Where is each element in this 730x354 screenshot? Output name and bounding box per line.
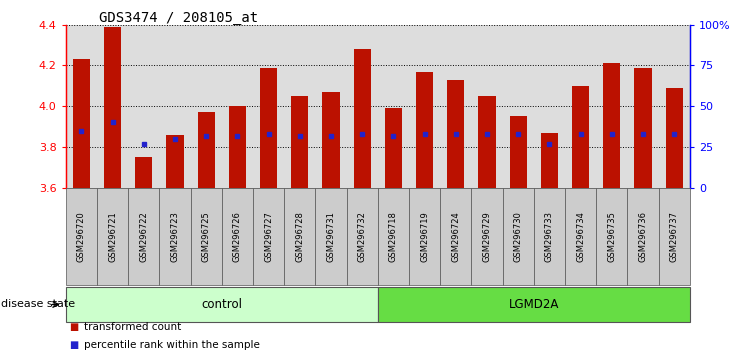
Bar	[353, 49, 371, 188]
Bar	[166, 135, 183, 188]
Text: GSM296733: GSM296733	[545, 211, 554, 262]
Text: GSM296730: GSM296730	[514, 211, 523, 262]
Text: GSM296728: GSM296728	[295, 211, 304, 262]
Text: GSM296723: GSM296723	[170, 211, 180, 262]
Text: transformed count: transformed count	[84, 322, 181, 332]
Bar	[510, 116, 527, 188]
Text: ■: ■	[69, 322, 79, 332]
Text: GSM296735: GSM296735	[607, 211, 616, 262]
Bar	[666, 88, 683, 188]
Text: GSM296725: GSM296725	[201, 211, 211, 262]
Text: percentile rank within the sample: percentile rank within the sample	[84, 340, 260, 350]
Text: LGMD2A: LGMD2A	[509, 298, 559, 311]
Text: GSM296724: GSM296724	[451, 211, 461, 262]
Bar	[541, 133, 558, 188]
Text: GSM296727: GSM296727	[264, 211, 273, 262]
Text: GSM296729: GSM296729	[483, 211, 491, 262]
Bar	[104, 27, 121, 188]
Text: control: control	[201, 298, 242, 311]
Bar	[572, 86, 589, 188]
Bar	[291, 96, 308, 188]
Text: disease state: disease state	[1, 299, 75, 309]
Text: GSM296737: GSM296737	[669, 211, 679, 262]
Bar	[447, 80, 464, 188]
Bar	[228, 106, 246, 188]
Text: GSM296718: GSM296718	[389, 211, 398, 262]
Bar	[634, 68, 652, 188]
Bar	[323, 92, 339, 188]
Text: GSM296720: GSM296720	[77, 211, 86, 262]
Text: GSM296732: GSM296732	[358, 211, 366, 262]
Text: GSM296722: GSM296722	[139, 211, 148, 262]
Bar	[416, 72, 433, 188]
Bar	[260, 68, 277, 188]
Text: GSM296726: GSM296726	[233, 211, 242, 262]
Text: GDS3474 / 208105_at: GDS3474 / 208105_at	[99, 11, 258, 25]
Bar	[385, 108, 402, 188]
Text: GSM296736: GSM296736	[639, 211, 648, 262]
Text: GSM296734: GSM296734	[576, 211, 585, 262]
Bar	[603, 63, 620, 188]
Text: ■: ■	[69, 340, 79, 350]
Bar	[198, 112, 215, 188]
Bar	[478, 96, 496, 188]
Bar	[73, 59, 90, 188]
Text: GSM296721: GSM296721	[108, 211, 117, 262]
Text: GSM296719: GSM296719	[420, 211, 429, 262]
Bar	[135, 157, 153, 188]
Text: GSM296731: GSM296731	[326, 211, 336, 262]
